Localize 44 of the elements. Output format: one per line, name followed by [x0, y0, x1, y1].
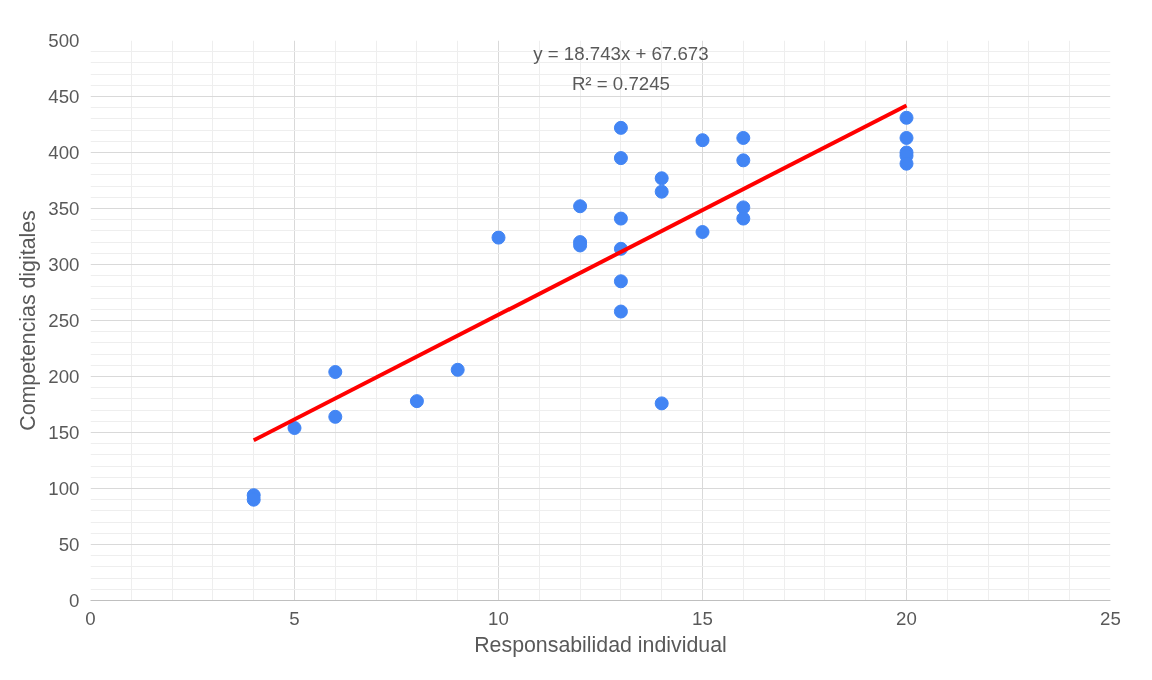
annotation: y = 18.743x + 67.673	[533, 43, 709, 65]
point	[491, 230, 506, 245]
point	[899, 110, 914, 125]
point	[695, 133, 710, 148]
y-tick-label: 300	[48, 254, 80, 275]
point	[613, 120, 628, 135]
point	[573, 199, 588, 214]
y-tick-label: 350	[48, 198, 80, 219]
y-tick-label: 0	[69, 590, 80, 611]
x-tick-label: 10	[488, 607, 509, 629]
point	[613, 304, 628, 319]
point	[736, 130, 751, 145]
point	[409, 394, 424, 409]
x-axis-title: Responsabilidad individual	[474, 632, 727, 657]
annotation: R² = 0.7245	[571, 72, 670, 94]
point	[736, 153, 751, 168]
x-tick-label: 25	[1100, 607, 1121, 629]
y-axis-title: Competencias digitales	[16, 210, 41, 431]
y-tick-label: 400	[48, 142, 80, 163]
point	[736, 211, 751, 226]
y-tick-label: 50	[58, 534, 80, 555]
point	[613, 211, 628, 226]
y-tick-label: 250	[48, 310, 80, 331]
point	[654, 396, 669, 411]
x-tick-label: 0	[85, 607, 96, 629]
x-tick-label: 20	[896, 607, 917, 629]
point	[695, 225, 710, 240]
point	[328, 365, 343, 380]
y-tick-label: 200	[48, 366, 80, 387]
point	[736, 200, 751, 215]
point	[613, 151, 628, 166]
y-tick-label: 150	[48, 422, 80, 443]
x-tick-label: 5	[289, 607, 300, 629]
point	[287, 421, 302, 436]
point	[654, 171, 669, 186]
point	[654, 184, 669, 199]
point	[613, 274, 628, 289]
point	[328, 409, 343, 424]
y-tick-label: 500	[48, 30, 80, 51]
y-tick-label: 450	[48, 86, 80, 107]
point	[450, 362, 465, 377]
y-tick-label: 100	[48, 478, 80, 499]
point	[899, 130, 914, 145]
x-tick-label: 15	[692, 607, 713, 629]
